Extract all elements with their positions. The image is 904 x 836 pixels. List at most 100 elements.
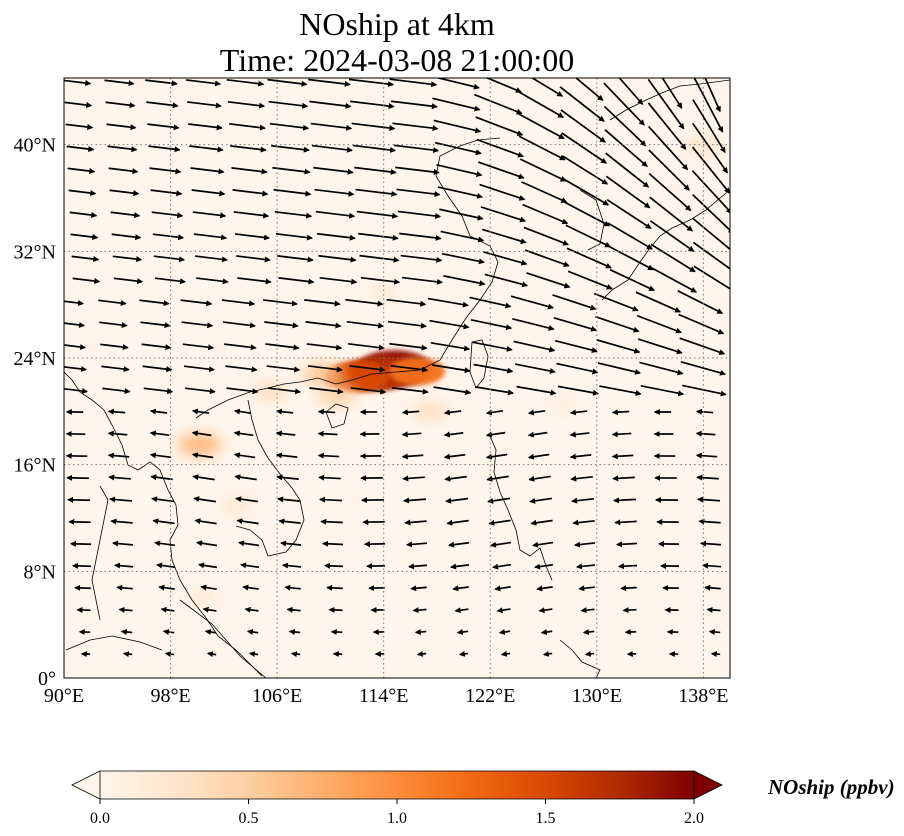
wind-vector <box>151 211 184 219</box>
longitude-tick-label: 122°E <box>465 685 515 707</box>
wind-vector <box>445 497 469 504</box>
wind-vector <box>596 339 641 354</box>
wind-vector <box>204 628 217 635</box>
wind-vector <box>107 145 138 153</box>
wind-vector <box>306 343 343 351</box>
colorbar-tick-label: 1.5 <box>536 810 556 827</box>
wind-vector <box>527 409 546 416</box>
wind-vector <box>65 123 94 130</box>
wind-vector <box>480 206 527 223</box>
wind-vector <box>516 89 565 119</box>
wind-vector <box>699 540 722 547</box>
wind-vector <box>607 222 653 250</box>
wind-vector <box>637 338 683 355</box>
wind-vector <box>526 272 571 289</box>
wind-vector <box>475 116 524 136</box>
wind-vector <box>242 584 259 591</box>
wind-vector <box>605 175 651 209</box>
wind-vector <box>613 497 637 504</box>
wind-vector <box>611 453 634 460</box>
wind-vector <box>401 409 420 416</box>
wind-vector <box>695 430 716 437</box>
wind-vectors <box>64 78 730 658</box>
wind-vector <box>433 119 482 134</box>
wind-vector <box>240 562 260 569</box>
wind-vector <box>695 452 718 459</box>
wind-vector <box>599 385 642 396</box>
wind-vector <box>262 299 298 307</box>
wind-vector <box>649 220 695 252</box>
concentration-hotspot <box>317 385 357 405</box>
wind-vector <box>679 337 726 355</box>
wind-vector <box>319 276 358 285</box>
longitude-tick-labels: 90°E 98°E 106°E 114°E 122°E 130°E 138°E <box>44 685 729 707</box>
wind-vector <box>102 387 131 395</box>
wind-vector <box>233 408 252 415</box>
wind-vector <box>235 496 259 503</box>
wind-vector <box>111 233 142 241</box>
wind-vector <box>348 78 394 88</box>
wind-vector <box>317 232 356 241</box>
wind-vector <box>704 584 721 591</box>
wind-vector <box>437 186 484 199</box>
wind-vector <box>530 519 553 526</box>
wind-vector <box>566 247 612 269</box>
wind-vector <box>267 78 308 87</box>
wind-vector <box>118 606 133 613</box>
wind-vector <box>355 188 398 197</box>
wind-vector <box>104 79 135 87</box>
wind-vector <box>521 181 568 203</box>
wind-vector <box>414 629 427 636</box>
wind-vector <box>552 294 597 311</box>
concentration-hotspot <box>253 382 288 400</box>
wind-vector <box>553 316 598 332</box>
wind-vector <box>387 320 427 329</box>
wind-vector <box>576 563 596 570</box>
wind-vector <box>202 606 217 613</box>
wind-vector <box>436 164 483 177</box>
wind-vector <box>145 79 178 87</box>
wind-vector <box>430 341 471 352</box>
wind-vector <box>64 79 92 86</box>
latitude-tick-label: 0° <box>38 668 56 690</box>
colorbar-tick-label: 1.0 <box>387 810 407 827</box>
wind-vector <box>192 211 227 219</box>
wind-vector <box>226 78 265 87</box>
wind-vector <box>189 145 224 153</box>
wind-vector <box>473 363 514 374</box>
wind-vector <box>562 155 609 185</box>
wind-vector <box>244 606 259 613</box>
wind-vector <box>317 430 338 437</box>
colorbar-tick-labels: 0.0 0.5 1.0 1.5 2.0 <box>90 799 704 827</box>
wind-vector <box>678 313 725 335</box>
wind-vector <box>274 210 313 219</box>
wind-vector <box>517 112 565 140</box>
wind-vector <box>661 78 683 109</box>
wind-vector <box>272 166 311 175</box>
wind-vector <box>186 101 222 109</box>
wind-vector <box>264 321 299 329</box>
concentration-hotspot <box>178 433 222 456</box>
wind-vector <box>524 249 570 267</box>
wind-vector <box>185 79 222 87</box>
wind-vector <box>304 299 341 307</box>
wind-vector <box>450 563 470 570</box>
wind-vector <box>452 585 469 592</box>
wind-vector <box>401 276 443 285</box>
longitude-tick-label: 138°E <box>678 685 728 707</box>
wind-vector <box>691 170 730 214</box>
wind-vector <box>71 255 100 262</box>
wind-vector <box>149 452 172 459</box>
wind-vector <box>276 474 299 481</box>
wind-vector <box>648 149 690 191</box>
wind-vector <box>479 183 526 201</box>
wind-vector <box>574 541 596 548</box>
wind-vector <box>516 385 557 396</box>
wind-vector <box>317 452 340 459</box>
wind-vector <box>348 342 385 351</box>
wind-vector <box>446 519 469 526</box>
wind-vector <box>458 650 469 657</box>
wind-vector <box>496 607 511 614</box>
wind-vector <box>275 452 298 459</box>
wind-vector <box>345 298 384 307</box>
